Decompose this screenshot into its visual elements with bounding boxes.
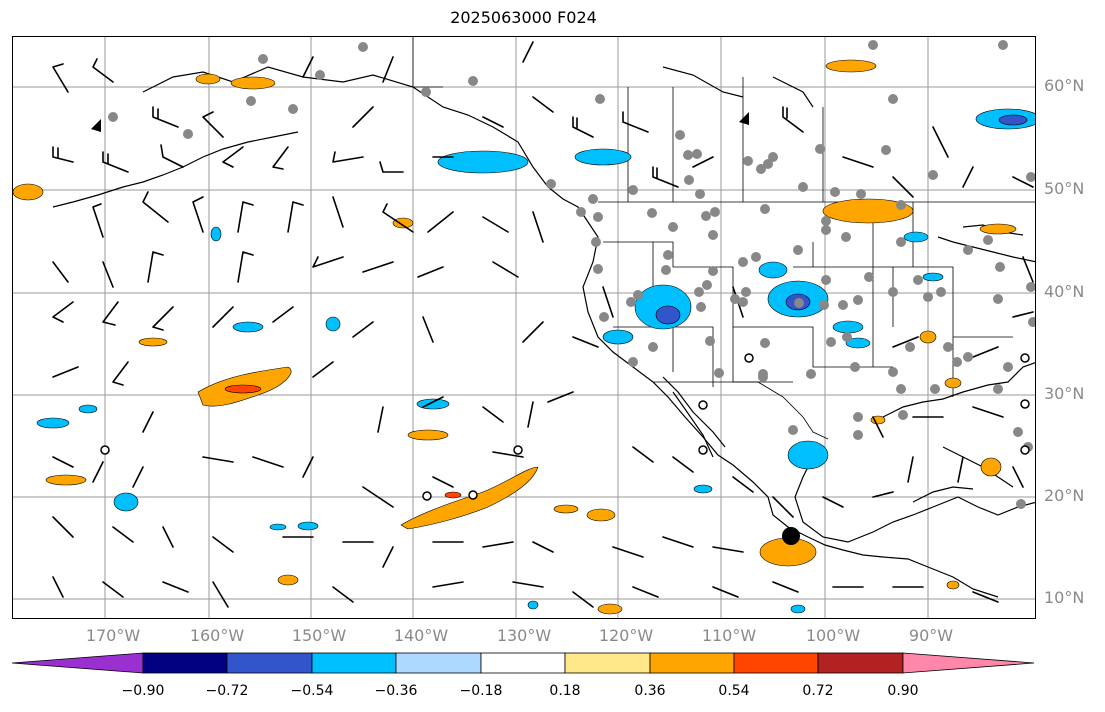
colorbar-tick-label: −0.36 [374, 683, 418, 699]
colorbar-tick-label: −0.18 [459, 683, 503, 699]
colorbar-tick-label: 0.18 [549, 683, 581, 699]
colorbar-tick-label: −0.72 [205, 683, 249, 699]
colorbar-segment [902, 652, 1035, 674]
lon-label-160w: 160°W [189, 626, 245, 645]
colorbar-segment [12, 652, 144, 674]
colorbar-segment [142, 652, 228, 674]
lat-label-60n: 60°N [1044, 76, 1085, 95]
map-panel[interactable] [12, 36, 1036, 619]
colorbar-segment [311, 652, 397, 674]
negative-contours [36, 108, 1035, 614]
graticule [13, 37, 1035, 618]
lon-label-170w: 170°W [85, 626, 141, 645]
calm-circles [100, 353, 1030, 501]
colorbar-segment [395, 652, 482, 674]
lat-label-50n: 50°N [1044, 179, 1085, 198]
lon-label-150w: 150°W [291, 626, 347, 645]
station-dots [108, 40, 1035, 509]
colorbar-tick-label: −0.90 [121, 683, 165, 699]
lat-label-30n: 30°N [1044, 384, 1085, 403]
lon-label-120w: 120°W [598, 626, 654, 645]
forecast-map [13, 37, 1035, 618]
lon-label-110w: 110°W [701, 626, 757, 645]
map-title: 2025063000 F024 [450, 8, 597, 27]
colorbar-tick-label: −0.54 [290, 683, 334, 699]
colorbar [12, 652, 1035, 674]
colorbar-segment [226, 652, 313, 674]
colorbar-segment [733, 652, 819, 674]
colorbar-segment [564, 652, 651, 674]
colorbar-tick-label: 0.90 [887, 683, 919, 699]
lon-label-140w: 140°W [393, 626, 449, 645]
positive-contours [13, 59, 1017, 615]
wind-barbs [52, 41, 1034, 608]
lat-label-10n: 10°N [1044, 588, 1085, 607]
colorbar-tick-label: 0.72 [802, 683, 834, 699]
colorbar-segment [817, 652, 904, 674]
colorbar-tick-label: 0.54 [718, 683, 750, 699]
lon-label-130w: 130°W [496, 626, 552, 645]
lat-label-40n: 40°N [1044, 282, 1085, 301]
lat-label-20n: 20°N [1044, 486, 1085, 505]
wind-pennants [91, 112, 749, 132]
marker-dot [782, 527, 800, 545]
colorbar-segment [480, 652, 566, 674]
colorbar-segment [649, 652, 735, 674]
lon-label-100w: 100°W [805, 626, 861, 645]
lon-label-90w: 90°W [908, 626, 954, 645]
colorbar-tick-label: 0.36 [634, 683, 666, 699]
